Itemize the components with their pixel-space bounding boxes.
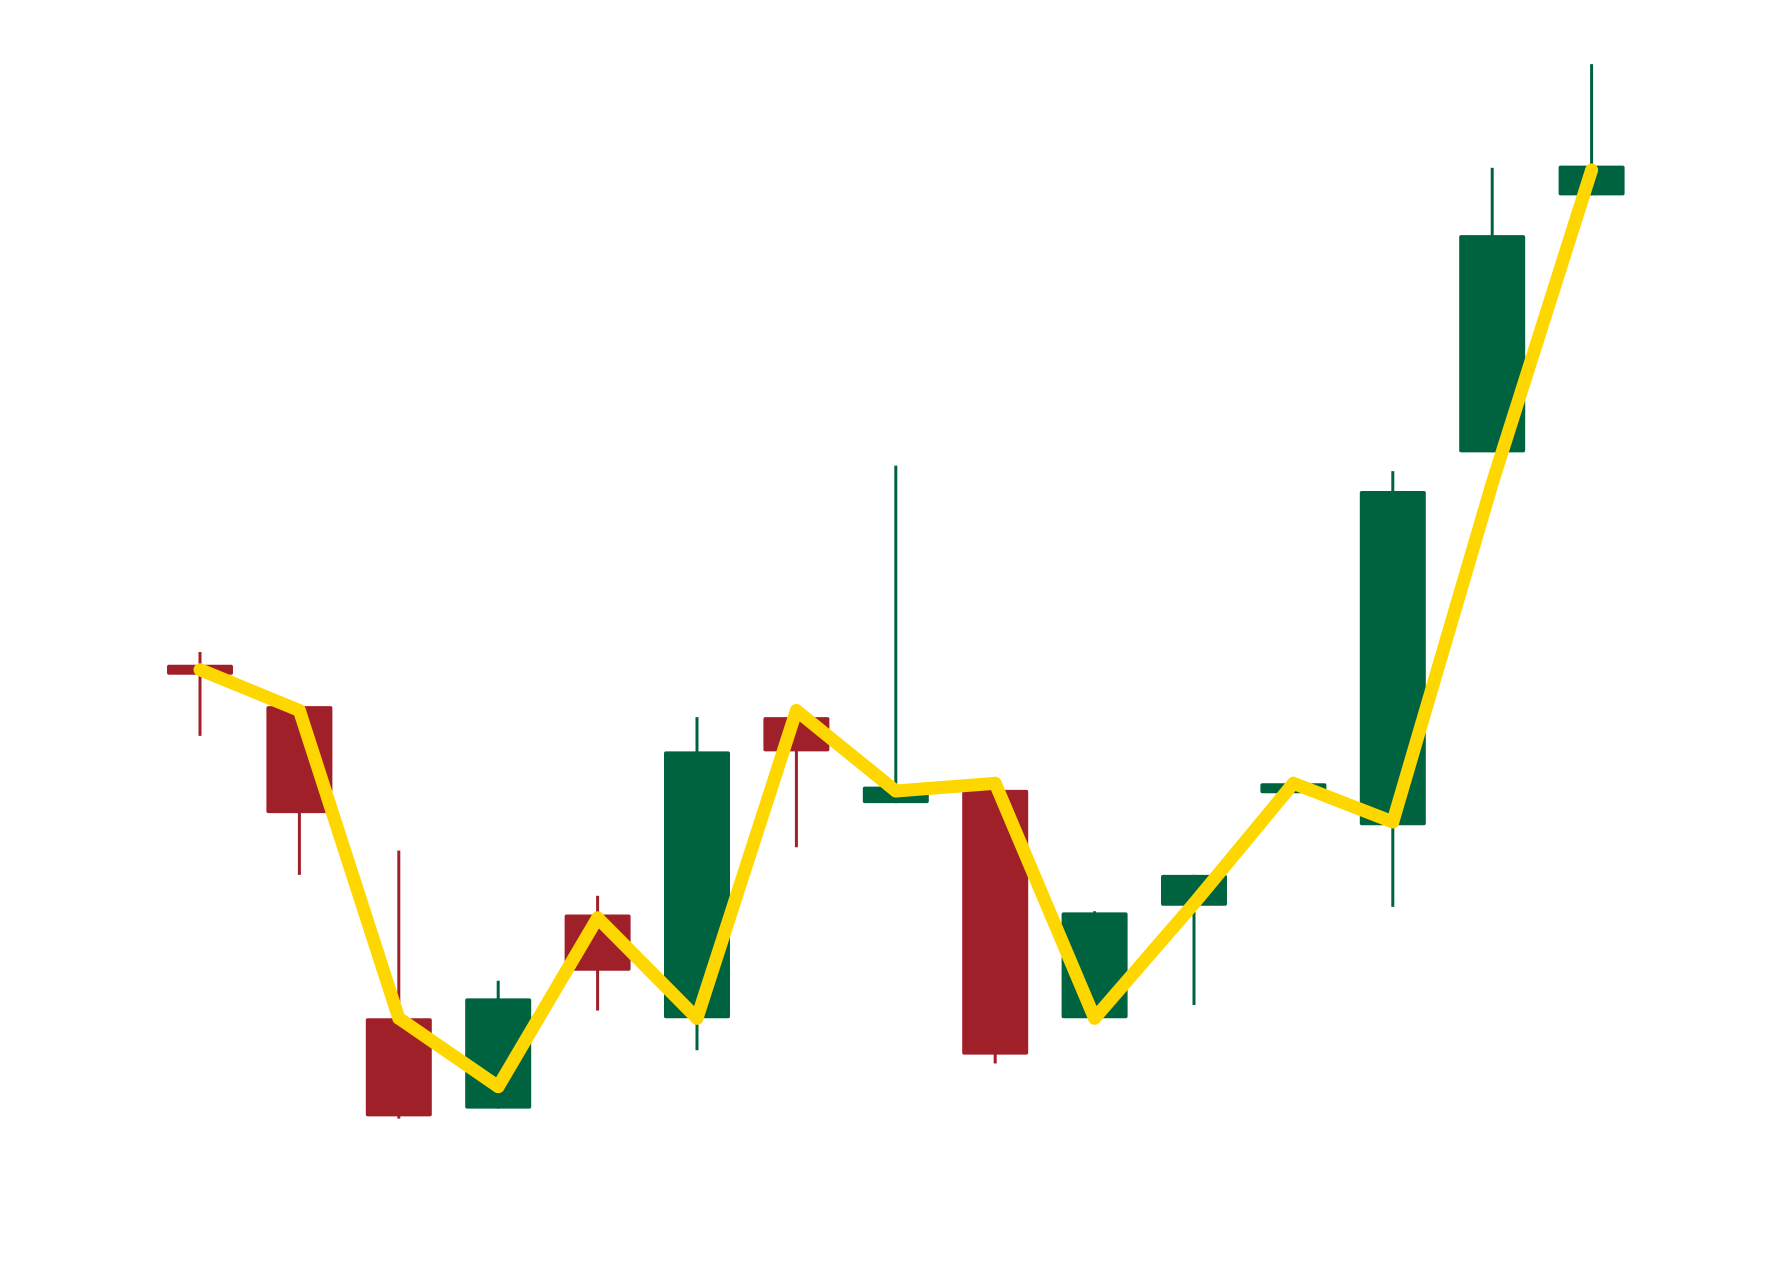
line-point-10 bbox=[1088, 1011, 1102, 1025]
candle-2 bbox=[266, 706, 333, 875]
line-point-2 bbox=[292, 704, 306, 718]
line-point-3 bbox=[392, 1011, 406, 1025]
candle-wick bbox=[198, 652, 202, 736]
candle-9 bbox=[962, 789, 1029, 1064]
candle-13 bbox=[1359, 471, 1426, 907]
candle-wick bbox=[397, 850, 401, 1119]
candle-body-down bbox=[962, 789, 1029, 1055]
candle-wick bbox=[894, 465, 898, 804]
candle-body-up bbox=[1459, 235, 1526, 453]
line-layer bbox=[193, 163, 1599, 1094]
candle-3 bbox=[365, 850, 432, 1119]
line-point-15 bbox=[1585, 163, 1599, 177]
line-point-6 bbox=[690, 1011, 704, 1025]
line-point-14 bbox=[1485, 476, 1499, 490]
line-point-4 bbox=[491, 1080, 505, 1094]
candle-body-up bbox=[1359, 491, 1426, 826]
line-point-12 bbox=[1286, 776, 1300, 790]
candle-body-down bbox=[365, 1018, 432, 1117]
candles-layer bbox=[167, 64, 1625, 1119]
line-point-8 bbox=[889, 784, 903, 798]
candle-body-up bbox=[664, 751, 730, 1019]
candle-body-down bbox=[266, 706, 333, 814]
candle-wick bbox=[794, 717, 798, 848]
candle-wick bbox=[1590, 64, 1594, 196]
line-point-7 bbox=[789, 704, 803, 718]
line-point-11 bbox=[1187, 897, 1201, 911]
line-point-1 bbox=[193, 663, 207, 677]
line-point-9 bbox=[988, 776, 1002, 790]
line-point-5 bbox=[591, 911, 605, 925]
candle-wick bbox=[1192, 874, 1196, 1006]
candle-14 bbox=[1459, 167, 1526, 453]
line-point-13 bbox=[1386, 815, 1400, 829]
candle-8 bbox=[862, 465, 929, 804]
